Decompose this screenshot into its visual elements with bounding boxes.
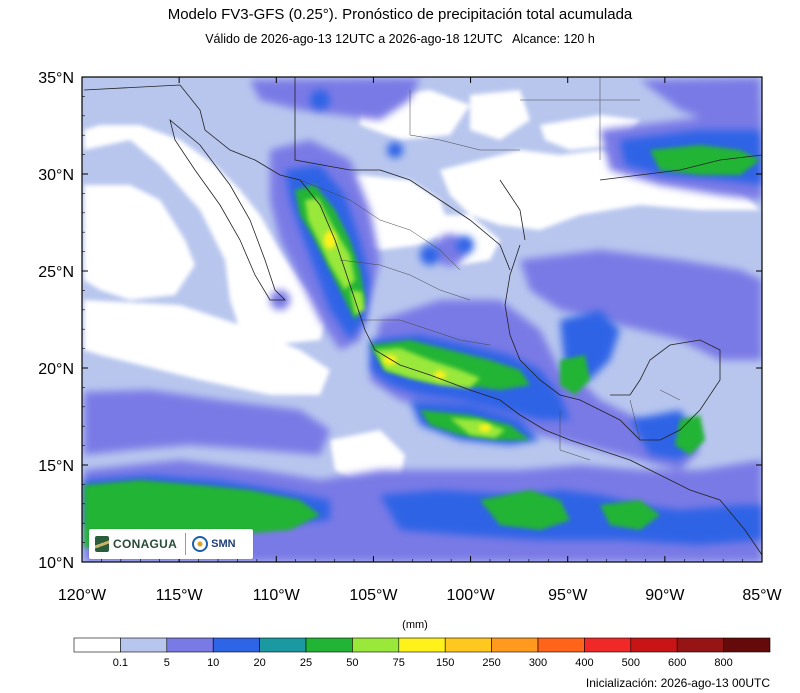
- lat-label: 30°N: [38, 167, 74, 184]
- smn-logo-text: SMN: [211, 538, 236, 550]
- colorbar-swatch: [73, 637, 121, 653]
- colorbar-swatch: [676, 637, 724, 653]
- longitude-labels: 120°W 115°W 110°W 105°W 100°W 95°W 90°W 85°W: [58, 587, 783, 604]
- colorbar-swatch: [120, 637, 168, 653]
- colorbar-swatch: [630, 637, 678, 653]
- lat-label: 25°N: [38, 264, 74, 281]
- colorbar-level-label: 25: [300, 657, 312, 669]
- colorbar-swatch: [259, 637, 307, 653]
- colorbar-labels: 0.1 5 10 20 25 50 75 150 250 300 400 500 600 800: [113, 657, 733, 669]
- colorbar-level-label: 20: [253, 657, 265, 669]
- colorbar-level-label: 500: [622, 657, 640, 669]
- coastlines: [83, 77, 762, 556]
- colorbar-swatch: [166, 637, 214, 653]
- lon-label: 120°W: [58, 587, 107, 604]
- colorbar-level-label: 800: [714, 657, 732, 669]
- colorbar-swatch: [305, 637, 353, 653]
- colorbar-level-label: 5: [164, 657, 170, 669]
- conagua-logo-text: CONAGUA: [113, 537, 178, 551]
- lat-label: 20°N: [38, 361, 74, 378]
- precip-field: [82, 77, 762, 562]
- colorbar-level-label: 400: [575, 657, 593, 669]
- colorbar-level-label: 300: [529, 657, 547, 669]
- colorbar-swatch: [491, 637, 539, 653]
- lat-label: 15°N: [38, 458, 74, 475]
- colorbar-swatch: [444, 637, 492, 653]
- lon-label: 115°W: [156, 587, 204, 604]
- colorbar-swatch: [723, 637, 771, 653]
- colorbar-unit: (mm): [402, 619, 428, 631]
- agency-logos: CONAGUA SMN: [89, 529, 253, 559]
- lat-label: 35°N: [38, 70, 74, 87]
- colorbar-level-label: 10: [207, 657, 219, 669]
- lon-label: 90°W: [645, 587, 685, 604]
- map-frame: [81, 76, 763, 563]
- colorbar-level-label: 250: [482, 657, 500, 669]
- colorbar-swatch: [537, 637, 585, 653]
- lon-label: 110°W: [253, 587, 301, 604]
- colorbar-swatch: [352, 637, 400, 653]
- lat-label: 10°N: [38, 555, 74, 572]
- colorbar-level-label: 0.1: [113, 657, 128, 669]
- lon-label: 100°W: [446, 587, 495, 604]
- conagua-logo-icon: [95, 536, 109, 552]
- axis-ticks: [81, 76, 763, 563]
- colorbar-level-label: 50: [346, 657, 358, 669]
- colorbar-swatch: [212, 637, 260, 653]
- colorbar-level-label: 600: [668, 657, 686, 669]
- map-subtitle: Válido de 2026-ago-13 12UTC a 2026-ago-1…: [0, 32, 800, 46]
- colorbar-swatch: [584, 637, 632, 653]
- colorbar-level-label: 150: [436, 657, 454, 669]
- lon-label: 85°W: [742, 587, 782, 604]
- map-title: Modelo FV3-GFS (0.25°). Pronóstico de pr…: [167, 6, 633, 23]
- forecast-range: Alcance: 120 h: [512, 32, 595, 46]
- initialization-time: Inicialización: 2026-ago-13 00UTC: [585, 676, 770, 690]
- colorbar: [73, 637, 771, 653]
- state-borders: [299, 77, 681, 461]
- latitude-labels: 35°N 30°N 25°N 20°N 15°N 10°N: [38, 70, 74, 572]
- colorbar-level-label: 75: [393, 657, 405, 669]
- logo-separator: [185, 533, 187, 555]
- valid-period: Válido de 2026-ago-13 12UTC a 2026-ago-1…: [205, 32, 503, 46]
- lon-label: 95°W: [548, 587, 588, 604]
- lon-label: 105°W: [349, 587, 398, 604]
- colorbar-swatch: [398, 637, 446, 653]
- smn-logo-icon: [192, 536, 209, 552]
